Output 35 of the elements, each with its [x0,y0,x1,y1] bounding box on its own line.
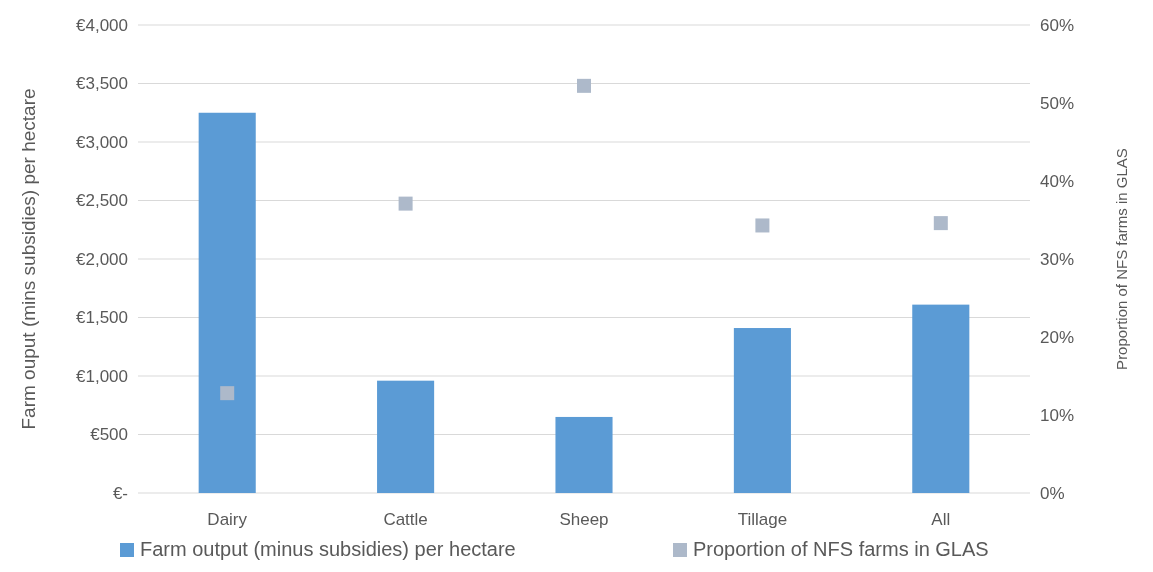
bar [198,112,256,493]
y-tick-label: €1,000 [76,366,128,386]
x-tick-label: Tillage [737,510,788,529]
bar [912,304,970,493]
x-tick-label: Sheep [559,510,609,529]
y2-tick-label: 0% [1040,483,1065,503]
y2-tick-label: 60% [1040,15,1075,35]
y-tick-label: €- [112,483,128,503]
y2-tick-label: 30% [1040,249,1075,269]
y-tick-label: €4,000 [76,15,128,35]
y2-tick-label: 50% [1040,93,1075,113]
x-tick-label: All [931,510,951,529]
bar [377,380,435,493]
y2-tick-label: 40% [1040,171,1075,191]
bar [555,416,613,493]
point [755,218,770,233]
y-tick-label: €1,500 [76,308,128,328]
y-tick-label: €3,500 [76,74,128,94]
y2-tick-label: 20% [1040,327,1075,347]
y2-tick-label: 10% [1040,405,1075,425]
y-axis-title: Farm ouput (mins subsidies) per hectare [18,88,39,430]
y2-axis-title: Proportion of NFS farms in GLAS [1113,148,1130,370]
x-tick-label: Cattle [383,510,428,529]
y-tick-label: €3,000 [76,132,128,152]
legend-label: Farm output (minus subsidies) per hectare [140,538,516,560]
point [577,78,591,93]
y-tick-label: €2,500 [76,191,128,211]
legend-label: Proportion of NFS farms in GLAS [693,538,989,560]
x-tick-label: Dairy [207,510,248,529]
y-tick-label: €2,000 [76,249,128,269]
point [933,216,948,231]
point [398,196,413,211]
point [220,386,235,401]
bar [733,328,791,493]
y-tick-label: €500 [90,425,128,445]
